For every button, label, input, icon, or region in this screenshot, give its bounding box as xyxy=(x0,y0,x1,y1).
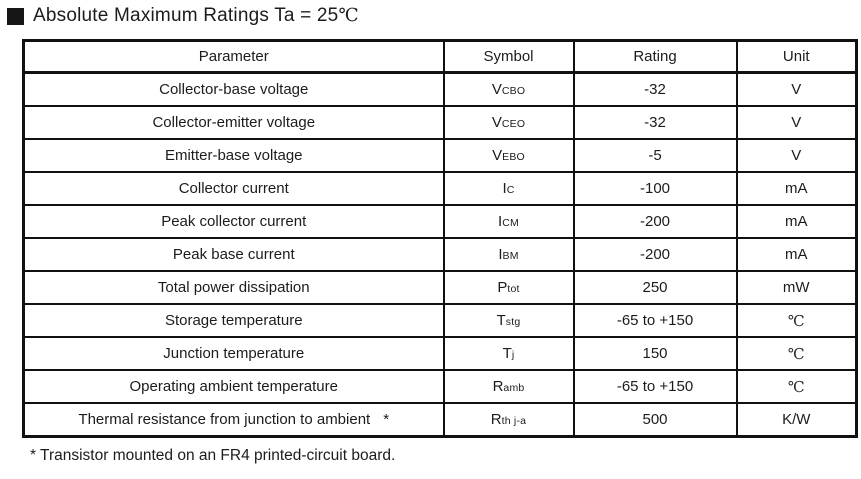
table-header-row: Parameter Symbol Rating Unit xyxy=(22,39,858,74)
unit-cell: mA xyxy=(735,171,858,206)
rating-cell: -32 xyxy=(572,71,738,107)
parameter-cell: Storage temperature xyxy=(22,303,445,338)
symbol-subscript: CM xyxy=(502,217,519,229)
parameter-cell: Collector current xyxy=(22,171,445,206)
symbol-main: V xyxy=(492,147,503,164)
parameter-cell: Emitter-base voltage xyxy=(22,138,445,173)
page-title-text: Absolute Maximum Ratings Ta = 25℃ xyxy=(33,6,359,26)
unit-cell: V xyxy=(735,138,858,173)
symbol-main: V xyxy=(491,114,502,131)
symbol-cell: VEBO xyxy=(442,138,575,173)
symbol-cell: Ramb xyxy=(442,369,575,404)
unit-cell: V xyxy=(735,71,858,107)
parameter-cell: Peak collector current xyxy=(22,204,445,239)
parameter-cell: Thermal resistance from junction to ambi… xyxy=(22,402,445,438)
symbol-main: T xyxy=(496,312,506,329)
symbol-cell: IBM xyxy=(442,237,575,272)
symbol-main: I xyxy=(502,180,507,197)
table-row: Total power dissipation Ptot 250 mW xyxy=(22,270,858,305)
symbol-main: V xyxy=(491,81,502,98)
title-main: Absolute Maximum Ratings Ta = 25 xyxy=(33,5,339,26)
symbol-main: T xyxy=(502,345,512,362)
parameter-cell: Collector-base voltage xyxy=(22,71,445,107)
table-row: Collector-emitter voltage VCEO -32 V xyxy=(22,105,858,140)
unit-cell: mW xyxy=(735,270,858,305)
unit-cell: V xyxy=(735,105,858,140)
rating-cell: -65 to +150 xyxy=(572,369,738,404)
unit-cell: ℃ xyxy=(735,303,858,338)
rating-cell: -200 xyxy=(572,237,738,272)
rating-cell: 250 xyxy=(572,270,738,305)
parameter-cell: Collector-emitter voltage xyxy=(22,105,445,140)
rating-cell: -200 xyxy=(572,204,738,239)
table-row: Junction temperature Tj 150 ℃ xyxy=(22,336,858,371)
symbol-subscript: amb xyxy=(503,382,525,394)
symbol-subscript: th j-a xyxy=(501,415,527,427)
header-unit: Unit xyxy=(735,39,858,74)
table-row: Collector-base voltage VCBO -32 V xyxy=(22,71,858,107)
unit-cell: mA xyxy=(735,237,858,272)
symbol-cell: Rth j-a xyxy=(442,402,575,438)
footnote-asterisk: * xyxy=(383,411,390,428)
symbol-subscript: C xyxy=(506,184,515,196)
parameter-cell: Peak base current xyxy=(22,237,445,272)
symbol-subscript: tot xyxy=(507,283,520,295)
header-rating: Rating xyxy=(572,39,738,74)
rating-cell: -32 xyxy=(572,105,738,140)
rating-cell: 500 xyxy=(572,402,738,438)
absolute-maximum-ratings-table: Parameter Symbol Rating Unit Collector-b… xyxy=(22,39,858,438)
parameter-cell: Operating ambient temperature xyxy=(22,369,445,404)
symbol-subscript: j xyxy=(511,349,515,361)
symbol-cell: ICM xyxy=(442,204,575,239)
symbol-cell: Tstg xyxy=(442,303,575,338)
symbol-cell: Ptot xyxy=(442,270,575,305)
rating-cell: -5 xyxy=(572,138,738,173)
header-parameter: Parameter xyxy=(22,39,445,74)
unit-cell: ℃ xyxy=(735,369,858,404)
parameter-text: Thermal resistance from junction to ambi… xyxy=(78,411,371,428)
symbol-main: P xyxy=(497,279,508,296)
symbol-subscript: BM xyxy=(502,250,519,262)
symbol-main: R xyxy=(492,378,504,395)
symbol-subscript: stg xyxy=(505,316,521,328)
symbol-cell: VCEO xyxy=(442,105,575,140)
table-row: Peak collector current ICM -200 mA xyxy=(22,204,858,239)
rating-cell: -65 to +150 xyxy=(572,303,738,338)
unit-cell: K/W xyxy=(735,402,858,438)
unit-cell: mA xyxy=(735,204,858,239)
symbol-main: R xyxy=(490,411,502,428)
header-symbol: Symbol xyxy=(442,39,575,74)
table-row: Operating ambient temperature Ramb -65 t… xyxy=(22,369,858,404)
table-row: Collector current IC -100 mA xyxy=(22,171,858,206)
symbol-subscript: CEO xyxy=(501,118,526,130)
rating-cell: -100 xyxy=(572,171,738,206)
page-title: Absolute Maximum Ratings Ta = 25℃ xyxy=(7,6,861,26)
unit-cell: ℃ xyxy=(735,336,858,371)
table-row: Storage temperature Tstg -65 to +150 ℃ xyxy=(22,303,858,338)
parameter-cell: Junction temperature xyxy=(22,336,445,371)
table-row: Peak base current IBM -200 mA xyxy=(22,237,858,272)
table-row: Emitter-base voltage VEBO -5 V xyxy=(22,138,858,173)
symbol-cell: VCBO xyxy=(442,71,575,107)
title-celsius: ℃ xyxy=(338,5,359,26)
rating-cell: 150 xyxy=(572,336,738,371)
symbol-main: I xyxy=(498,213,503,230)
symbol-cell: Tj xyxy=(442,336,575,371)
symbol-subscript: EBO xyxy=(502,151,525,163)
square-bullet-icon xyxy=(7,7,24,25)
parameter-cell: Total power dissipation xyxy=(22,270,445,305)
table-footnote: * Transistor mounted on an FR4 printed-c… xyxy=(30,447,396,464)
symbol-cell: IC xyxy=(442,171,575,206)
symbol-subscript: CBO xyxy=(501,85,526,97)
table-row: Thermal resistance from junction to ambi… xyxy=(22,402,858,438)
symbol-main: I xyxy=(498,246,503,263)
